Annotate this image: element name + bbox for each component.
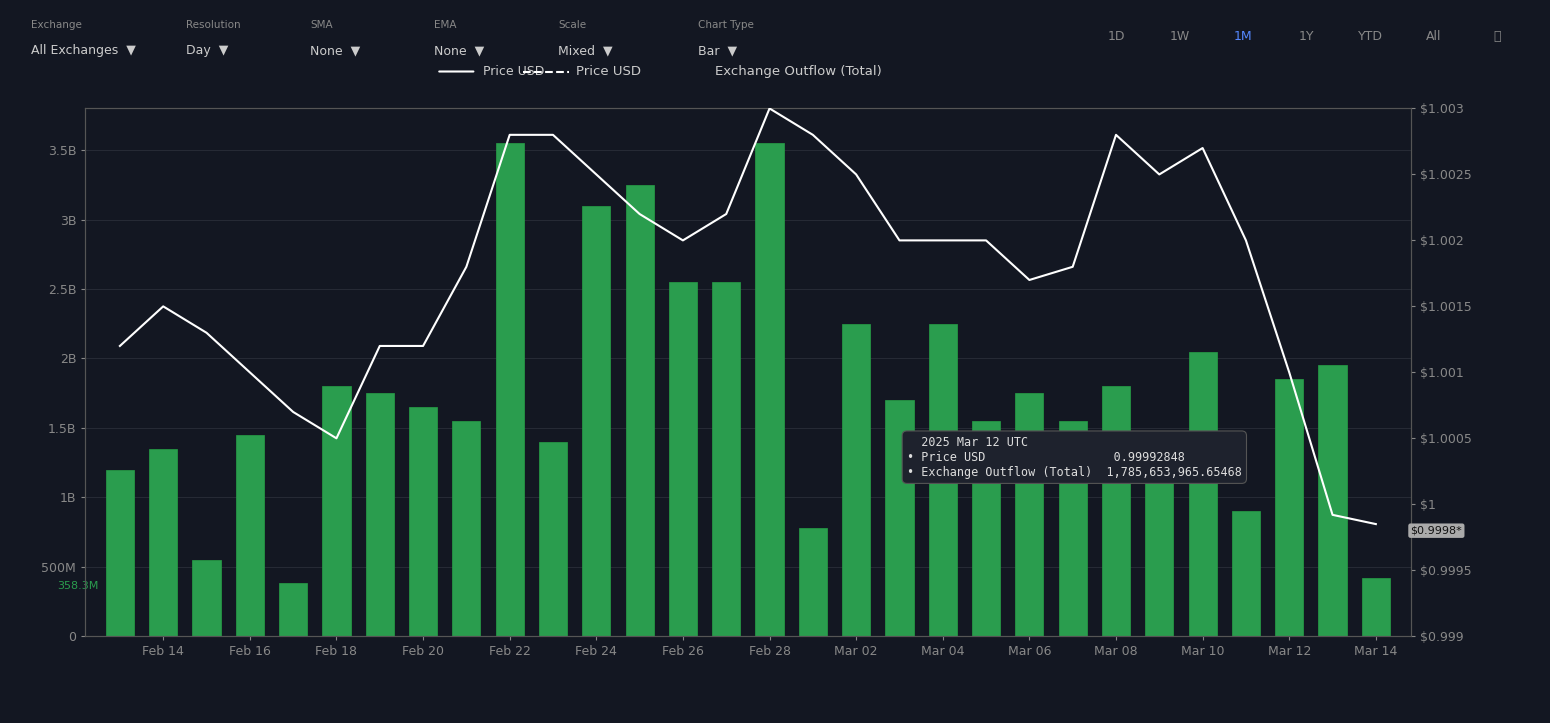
- Text: EMA: EMA: [434, 20, 457, 30]
- Bar: [236, 435, 264, 636]
- Bar: [928, 324, 956, 636]
- Text: Bar  ▼: Bar ▼: [698, 44, 736, 57]
- Bar: [842, 324, 870, 636]
- Bar: [539, 442, 567, 636]
- Text: 358.3M: 358.3M: [57, 581, 98, 591]
- Bar: [626, 185, 654, 636]
- Bar: [583, 205, 611, 636]
- Text: 1W: 1W: [1169, 30, 1190, 43]
- Bar: [366, 393, 394, 636]
- Text: $0.9998*: $0.9998*: [1410, 526, 1462, 536]
- Bar: [670, 282, 698, 636]
- Bar: [453, 421, 480, 636]
- Text: Resolution: Resolution: [186, 20, 240, 30]
- Bar: [711, 282, 741, 636]
- Text: Chart Type: Chart Type: [698, 20, 753, 30]
- Bar: [755, 143, 784, 636]
- Bar: [1362, 578, 1390, 636]
- Text: Price USD: Price USD: [484, 65, 544, 78]
- Text: 2025 Mar 12 UTC
• Price USD                  0.99992848
• Exchange Outflow (Tota: 2025 Mar 12 UTC • Price USD 0.99992848 •…: [907, 436, 1242, 479]
- Bar: [1145, 469, 1173, 636]
- Bar: [1102, 386, 1130, 636]
- Text: Exchange Outflow (Total): Exchange Outflow (Total): [715, 65, 882, 78]
- Bar: [798, 528, 826, 636]
- Bar: [279, 583, 307, 636]
- Bar: [1319, 365, 1347, 636]
- Text: ⬜: ⬜: [1494, 30, 1500, 43]
- Text: Scale: Scale: [558, 20, 586, 30]
- Bar: [192, 560, 220, 636]
- Bar: [409, 407, 437, 636]
- Bar: [885, 400, 913, 636]
- Text: 1D: 1D: [1107, 30, 1125, 43]
- Text: SMA: SMA: [310, 20, 333, 30]
- Text: 1Y: 1Y: [1299, 30, 1314, 43]
- Text: 1M: 1M: [1234, 30, 1252, 43]
- Bar: [1059, 421, 1087, 636]
- Text: All Exchanges  ▼: All Exchanges ▼: [31, 44, 136, 57]
- Text: None  ▼: None ▼: [310, 44, 360, 57]
- Bar: [105, 469, 133, 636]
- Bar: [496, 143, 524, 636]
- Bar: [1015, 393, 1043, 636]
- Text: Price USD: Price USD: [575, 65, 640, 78]
- Text: All: All: [1426, 30, 1442, 43]
- Bar: [1189, 351, 1217, 636]
- Text: YTD: YTD: [1358, 30, 1383, 43]
- Bar: [1232, 511, 1260, 636]
- Bar: [149, 449, 177, 636]
- Text: Day  ▼: Day ▼: [186, 44, 228, 57]
- Text: Exchange: Exchange: [31, 20, 82, 30]
- Bar: [1276, 380, 1304, 636]
- Bar: [972, 421, 1000, 636]
- Text: Mixed  ▼: Mixed ▼: [558, 44, 612, 57]
- Text: None  ▼: None ▼: [434, 44, 484, 57]
- Bar: [322, 386, 350, 636]
